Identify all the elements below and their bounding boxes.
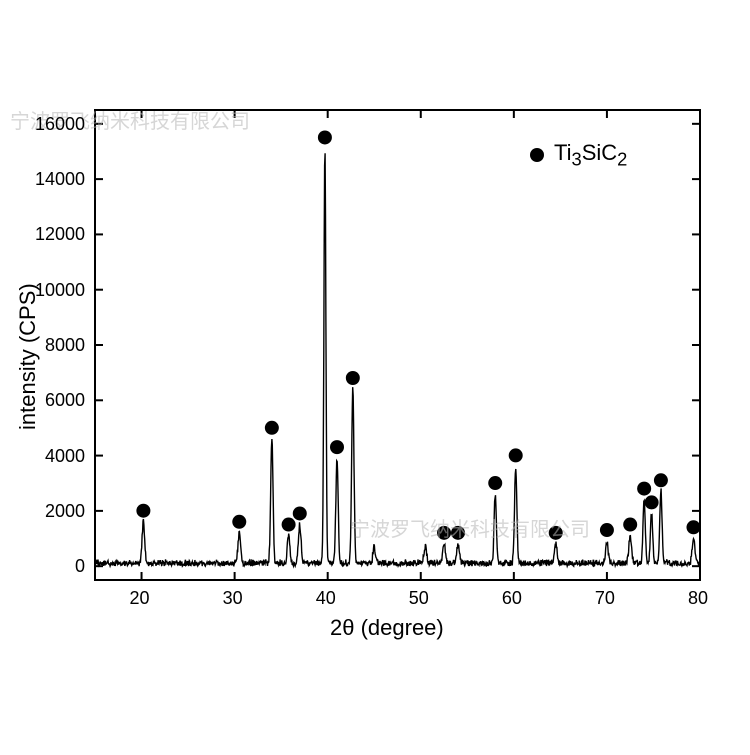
y-tick-label: 6000: [45, 390, 85, 411]
y-tick-label: 8000: [45, 335, 85, 356]
x-tick-label: 70: [595, 588, 615, 609]
x-tick-label: 40: [316, 588, 336, 609]
y-tick-label: 4000: [45, 446, 85, 467]
x-tick-label: 50: [409, 588, 429, 609]
x-tick-label: 30: [223, 588, 243, 609]
y-tick-label: 0: [75, 556, 85, 577]
y-tick-label: 2000: [45, 501, 85, 522]
xrd-chart: intensity (CPS) 2θ (degree) Ti3SiC2 宁波罗飞…: [0, 0, 750, 750]
legend-label: Ti3SiC2: [554, 140, 627, 170]
y-tick-label: 14000: [35, 169, 85, 190]
x-tick-label: 80: [688, 588, 708, 609]
x-tick-label: 60: [502, 588, 522, 609]
y-tick-label: 16000: [35, 114, 85, 135]
x-tick-label: 20: [130, 588, 150, 609]
x-axis-label: 2θ (degree): [330, 615, 444, 641]
y-tick-label: 12000: [35, 224, 85, 245]
legend-marker-icon: [530, 148, 544, 162]
y-axis-label: intensity (CPS): [15, 283, 41, 430]
y-tick-label: 10000: [35, 280, 85, 301]
legend: Ti3SiC2: [530, 140, 627, 170]
